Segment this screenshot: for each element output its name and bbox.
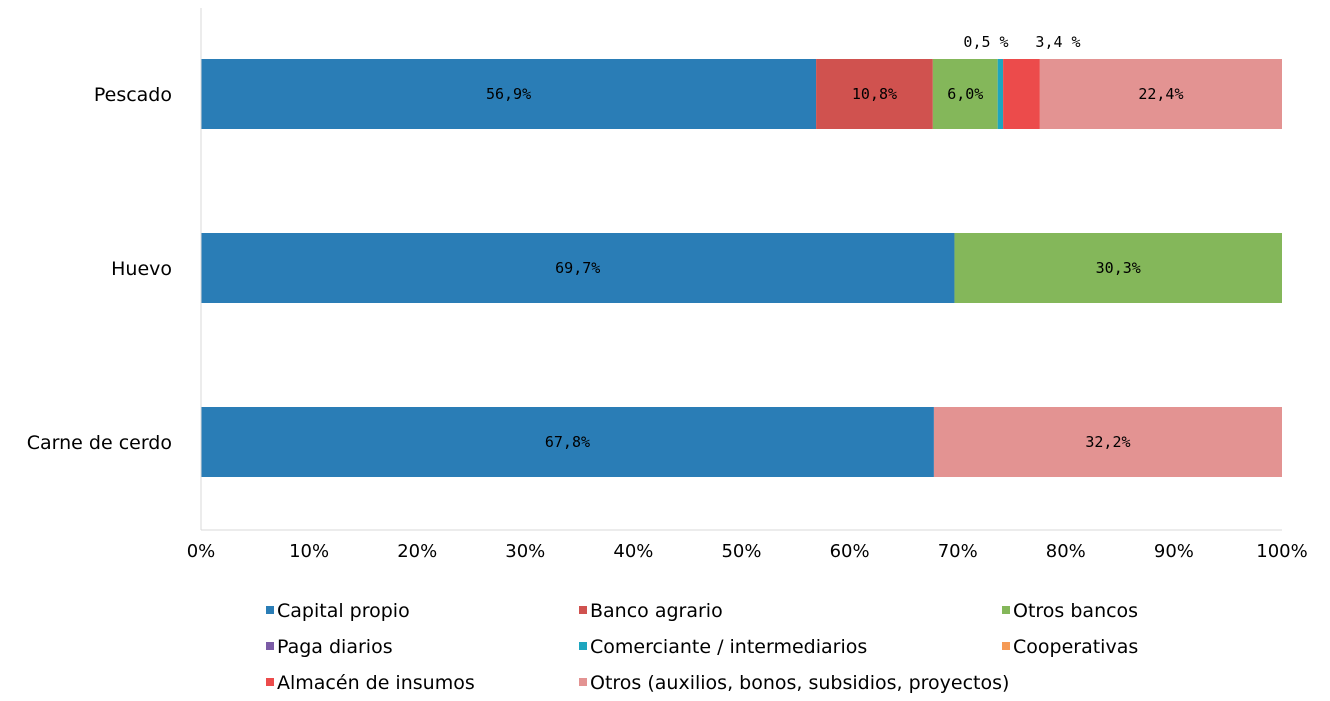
bar-segment — [1003, 59, 1040, 129]
bar-segment — [201, 233, 955, 303]
x-tick-label: 30% — [505, 541, 545, 562]
x-tick-label: 60% — [830, 541, 870, 562]
data-label: 67,8% — [545, 433, 590, 451]
x-tick-label: 40% — [613, 541, 653, 562]
legend-label: Banco agrario — [590, 600, 723, 622]
legend-swatch — [266, 606, 274, 614]
bar-segment — [201, 407, 934, 477]
legend-label: Otros (auxilios, bonos, subsidios, proye… — [590, 672, 1009, 694]
bars-group — [201, 59, 1282, 477]
x-tick-label: 20% — [397, 541, 437, 562]
axes-group: 0% 10% 20% 30% 40% 50% 60% 70% 80% 90% 100% Pescado… — [27, 8, 1308, 562]
x-tick-label: 10% — [289, 541, 329, 562]
legend-swatch — [579, 678, 587, 686]
legend-swatch — [579, 606, 587, 614]
legend-label: Paga diarios — [277, 636, 393, 658]
data-label: 10,8% — [852, 85, 897, 103]
legend-swatch — [1002, 606, 1010, 614]
data-label: 22,4% — [1138, 85, 1183, 103]
bar-segment — [954, 233, 1282, 303]
legend-label: Cooperativas — [1013, 636, 1138, 658]
legend-swatch — [266, 642, 274, 650]
category-label: Huevo — [111, 258, 172, 280]
annotation-label: 0,5 % — [963, 33, 1008, 51]
legend-label: Comerciante / intermediarios — [590, 636, 867, 658]
category-label: Carne de cerdo — [27, 432, 172, 454]
legend-swatch — [579, 642, 587, 650]
bar-segment — [997, 59, 1004, 129]
labels-group: 56,9% 10,8% 6,0% 22,4% 69,7% 30,3% 67,8% 32,2% 0… — [486, 33, 1184, 451]
data-label: 30,3% — [1096, 259, 1141, 277]
legend-label: Capital propio — [277, 600, 410, 622]
bar-segment — [1039, 59, 1282, 129]
data-label: 32,2% — [1085, 433, 1130, 451]
annotation-label: 3,4 % — [1035, 33, 1080, 51]
legend-label: Otros bancos — [1013, 600, 1138, 622]
bar-segment — [932, 59, 998, 129]
x-tick-label: 90% — [1154, 541, 1194, 562]
legend-label: Almacén de insumos — [277, 672, 475, 694]
legend-swatch — [266, 678, 274, 686]
x-tick-label: 50% — [721, 541, 761, 562]
x-tick-label: 80% — [1046, 541, 1086, 562]
data-label: 6,0% — [947, 85, 983, 103]
x-tick-label: 100% — [1256, 541, 1307, 562]
bar-segment — [933, 407, 1282, 477]
category-label: Pescado — [94, 84, 172, 106]
data-label: 56,9% — [486, 85, 531, 103]
bar-segment — [201, 59, 817, 129]
x-tick-label: 70% — [938, 541, 978, 562]
data-label: 69,7% — [555, 259, 600, 277]
x-tick-label: 0% — [187, 541, 216, 562]
legend: Capital propio Banco agrario Otros bancos P… — [266, 600, 1138, 694]
legend-swatch — [1002, 642, 1010, 650]
bar-segment — [816, 59, 933, 129]
